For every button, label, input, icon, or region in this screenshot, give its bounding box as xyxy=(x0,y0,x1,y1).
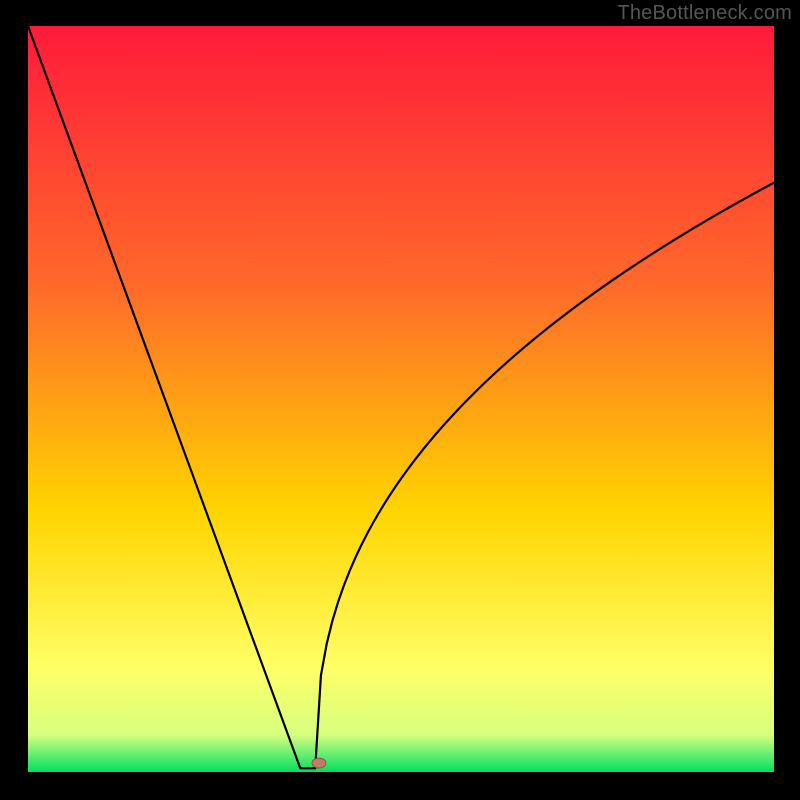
watermark-text: TheBottleneck.com xyxy=(617,2,792,25)
bottleneck-curve xyxy=(28,26,774,768)
optimum-marker xyxy=(312,758,326,768)
curve-overlay xyxy=(0,0,800,800)
